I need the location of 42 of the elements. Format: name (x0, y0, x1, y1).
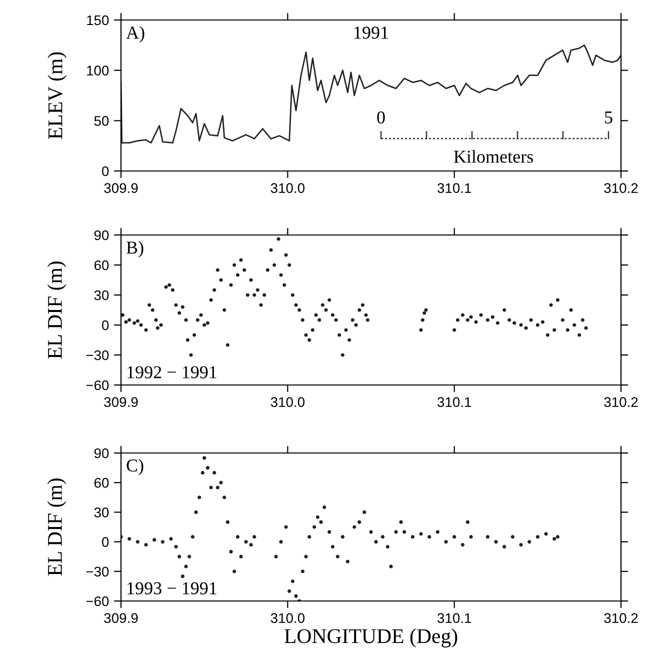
annotation: Kilometers (454, 150, 533, 163)
y-tick-label: −60 (86, 596, 109, 606)
annotation: C) (126, 458, 144, 476)
y-tick-label: 150 (87, 15, 109, 26)
y-tick-label: 0 (102, 537, 109, 547)
y-tick-label: −60 (86, 380, 109, 390)
annotation: 5 (605, 112, 612, 124)
y-tick-label: 100 (87, 66, 109, 76)
y-tick-label: 50 (94, 116, 109, 126)
x-tick-label: 309.9 (104, 183, 138, 194)
y-tick-label: 30 (94, 508, 109, 518)
y-axis-title: EL DIF (m) (47, 478, 66, 576)
line-series (121, 44, 621, 144)
y-tick-label: 30 (94, 290, 109, 300)
y-tick-label: 0 (102, 166, 109, 176)
annotation: B) (126, 241, 144, 258)
y-tick-label: −30 (86, 350, 109, 360)
y-tick-label: 60 (94, 478, 109, 488)
y-tick-label: 90 (94, 230, 109, 240)
x-tick-label: 310.0 (270, 397, 305, 408)
x-tick-label: 310.0 (270, 613, 305, 624)
y-tick-label: 60 (94, 260, 109, 270)
x-tick-label: 310.1 (437, 613, 472, 624)
x-tick-label: 310.1 (437, 397, 472, 408)
y-axis-title: ELEV (m) (48, 52, 67, 139)
x-tick-label: 310.2 (604, 183, 638, 194)
annotation: 0 (377, 111, 385, 124)
x-tick-label: 310.1 (437, 183, 472, 194)
annotation: 1993 − 1991 (128, 582, 216, 594)
annotation: A) (126, 26, 144, 42)
x-tick-label: 310.2 (604, 613, 638, 624)
x-axis-title: LONGITUDE (Deg) (284, 628, 458, 648)
x-tick-label: 310.2 (604, 397, 638, 408)
y-tick-label: 90 (94, 448, 109, 458)
x-tick-label: 309.9 (104, 613, 138, 624)
y-axis-title: EL DIF (m) (47, 262, 66, 359)
annotation: 1991 (354, 26, 388, 39)
x-tick-label: 310.0 (270, 183, 305, 194)
y-tick-label: −30 (86, 566, 109, 577)
annotation: 1992 − 1991 (128, 366, 216, 378)
x-tick-label: 309.9 (104, 397, 138, 408)
y-tick-label: 0 (102, 320, 109, 330)
